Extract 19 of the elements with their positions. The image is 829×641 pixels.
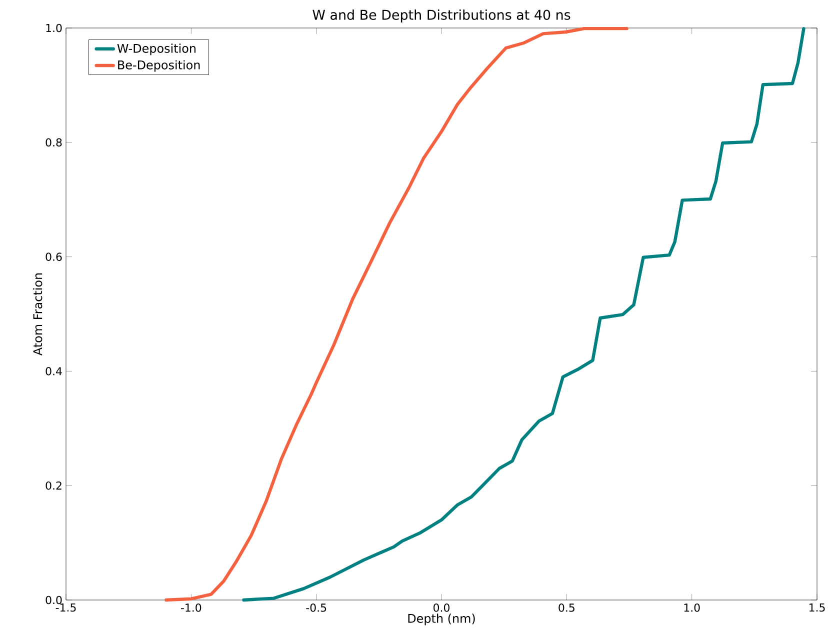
x-tick-label: -1.0 xyxy=(181,604,202,612)
chart-title: W and Be Depth Distributions at 40 ns xyxy=(312,9,570,22)
y-tick-label: 0.4 xyxy=(46,367,62,376)
y-tick-label: 0.0 xyxy=(46,596,62,604)
x-tick-label: 0.5 xyxy=(558,604,574,612)
y-axis-title: Atom Fraction xyxy=(32,273,42,356)
x-tick-label: 0.0 xyxy=(434,604,450,612)
legend-label: W-Deposition xyxy=(117,44,196,56)
y-tick-label: 0.8 xyxy=(46,138,62,147)
y-tick-label: 1.0 xyxy=(46,24,62,32)
y-tick-label: 0.6 xyxy=(46,252,62,261)
x-tick-label: -0.5 xyxy=(306,604,326,612)
y-tick-label: 0.2 xyxy=(46,481,62,490)
x-tick-label: 1.0 xyxy=(684,604,700,612)
line-series xyxy=(242,26,806,602)
x-axis-title: Depth (nm) xyxy=(408,614,475,626)
x-tick-label: 1.5 xyxy=(809,604,825,612)
legend-label: Be-Deposition xyxy=(118,60,200,72)
x-tick-label: -1.5 xyxy=(56,604,76,612)
